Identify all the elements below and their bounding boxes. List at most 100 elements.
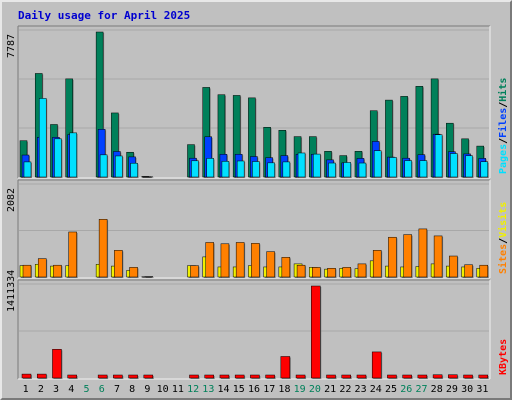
bar-sites bbox=[114, 250, 123, 278]
bar-sites bbox=[433, 235, 443, 278]
bar-sites bbox=[251, 243, 260, 278]
x-tick-label: 10 bbox=[157, 384, 169, 395]
bar-sites bbox=[129, 267, 138, 278]
legend-item: Hits bbox=[497, 78, 509, 102]
x-tick-label: 17 bbox=[263, 384, 275, 395]
bar-pages bbox=[358, 162, 367, 178]
x-tick-label: 6 bbox=[99, 384, 105, 395]
bar-pages bbox=[297, 152, 306, 178]
bar-sites bbox=[205, 242, 214, 278]
legend-item: / bbox=[498, 238, 509, 244]
x-tick-label: 16 bbox=[248, 384, 260, 395]
bar-pages bbox=[252, 161, 260, 178]
x-tick-label: 13 bbox=[202, 384, 214, 395]
bar-pages bbox=[404, 160, 412, 178]
ymax-label-sites-visits: 2082 bbox=[6, 188, 17, 212]
bar-pages bbox=[343, 162, 351, 178]
bar-kbytes bbox=[21, 373, 32, 379]
bar-kbytes bbox=[463, 374, 473, 379]
legend-item: / bbox=[498, 138, 509, 144]
bar-kbytes bbox=[219, 374, 230, 379]
bar-kbytes bbox=[311, 285, 321, 379]
bar-sites bbox=[312, 267, 321, 278]
x-tick-label: 29 bbox=[446, 384, 458, 395]
legend-sites-visits: Sites/Visits bbox=[497, 202, 509, 274]
legend-item: Sites bbox=[497, 244, 509, 274]
bar-sites bbox=[296, 264, 306, 278]
bar-pages bbox=[465, 155, 473, 178]
bar-sites bbox=[464, 264, 473, 278]
x-tick-label: 9 bbox=[144, 384, 150, 395]
legend-kbytes: KBytes bbox=[498, 339, 509, 375]
x-tick-label: 4 bbox=[68, 384, 74, 395]
x-tick-label: 27 bbox=[415, 384, 427, 395]
bar-kbytes bbox=[295, 374, 306, 379]
x-tick-label: 15 bbox=[233, 384, 245, 395]
bar-pages bbox=[23, 161, 32, 178]
bar-pages bbox=[206, 158, 214, 178]
x-tick-label: 3 bbox=[53, 384, 59, 395]
x-tick-label: 18 bbox=[278, 384, 290, 395]
legend-hits-files-pages: Pages/Files/Hits bbox=[497, 78, 509, 174]
bar-kbytes bbox=[341, 374, 351, 379]
bar-pages bbox=[313, 153, 321, 178]
bar-pages bbox=[69, 132, 77, 178]
bar-sites bbox=[418, 228, 428, 278]
bar-kbytes bbox=[265, 374, 275, 379]
bar-sites bbox=[372, 250, 382, 278]
x-tick-label: 28 bbox=[431, 384, 443, 395]
bar-kbytes bbox=[356, 374, 367, 379]
x-tick-label: 2 bbox=[38, 384, 44, 395]
bar-pages bbox=[236, 160, 245, 178]
bar-pages bbox=[130, 162, 138, 178]
x-tick-label: 1 bbox=[23, 384, 29, 395]
bar-sites bbox=[37, 258, 47, 278]
x-tick-label: 5 bbox=[84, 384, 90, 395]
bar-pages bbox=[221, 161, 230, 178]
bar-sites bbox=[403, 234, 412, 278]
bar-pages bbox=[267, 162, 275, 178]
bar-pages bbox=[54, 138, 62, 178]
bar-kbytes bbox=[36, 373, 47, 379]
legend-item: Files bbox=[497, 108, 509, 138]
bar-kbytes bbox=[128, 374, 138, 379]
bar-kbytes bbox=[67, 374, 77, 379]
x-tick-label: 25 bbox=[385, 384, 397, 395]
bar-sites bbox=[98, 219, 108, 278]
bar-sites bbox=[190, 265, 199, 278]
bar-kbytes bbox=[402, 374, 412, 379]
bar-kbytes bbox=[326, 374, 336, 379]
bar-sites bbox=[357, 263, 367, 278]
legend-item: Visits bbox=[497, 202, 509, 238]
bar-sites bbox=[53, 264, 62, 278]
bar-kbytes bbox=[371, 351, 382, 379]
bar-pages bbox=[99, 154, 108, 178]
bar-kbytes bbox=[52, 349, 62, 379]
legend-item: / bbox=[498, 102, 509, 108]
ymax-label-kbytes: 1411334 bbox=[6, 270, 17, 312]
x-tick-label: 31 bbox=[476, 384, 488, 395]
bar-kbytes bbox=[204, 374, 214, 379]
x-tick-label: 11 bbox=[172, 384, 184, 395]
ymax-label-hits-files-pages: 7787 bbox=[6, 34, 17, 58]
x-tick-label: 7 bbox=[114, 384, 120, 395]
bar-pages bbox=[450, 153, 458, 178]
bar-pages bbox=[282, 161, 291, 178]
panel-kbytes: 1411334 KBytes bbox=[6, 270, 509, 380]
bar-pages bbox=[38, 98, 47, 178]
x-tick-label: 26 bbox=[400, 384, 412, 395]
legend-item: KBytes bbox=[498, 339, 509, 375]
x-tick-label: 20 bbox=[309, 384, 321, 395]
bar-pages bbox=[480, 161, 489, 178]
x-tick-label: 22 bbox=[339, 384, 351, 395]
bar-pages bbox=[419, 160, 428, 178]
bar-sites bbox=[327, 268, 336, 278]
legend-item: Pages bbox=[498, 144, 509, 174]
bar-sites bbox=[235, 242, 245, 278]
bar-sites bbox=[22, 264, 32, 278]
x-tick-label: 14 bbox=[218, 384, 230, 395]
x-tick-label: 8 bbox=[129, 384, 135, 395]
bar-sites bbox=[220, 243, 230, 278]
